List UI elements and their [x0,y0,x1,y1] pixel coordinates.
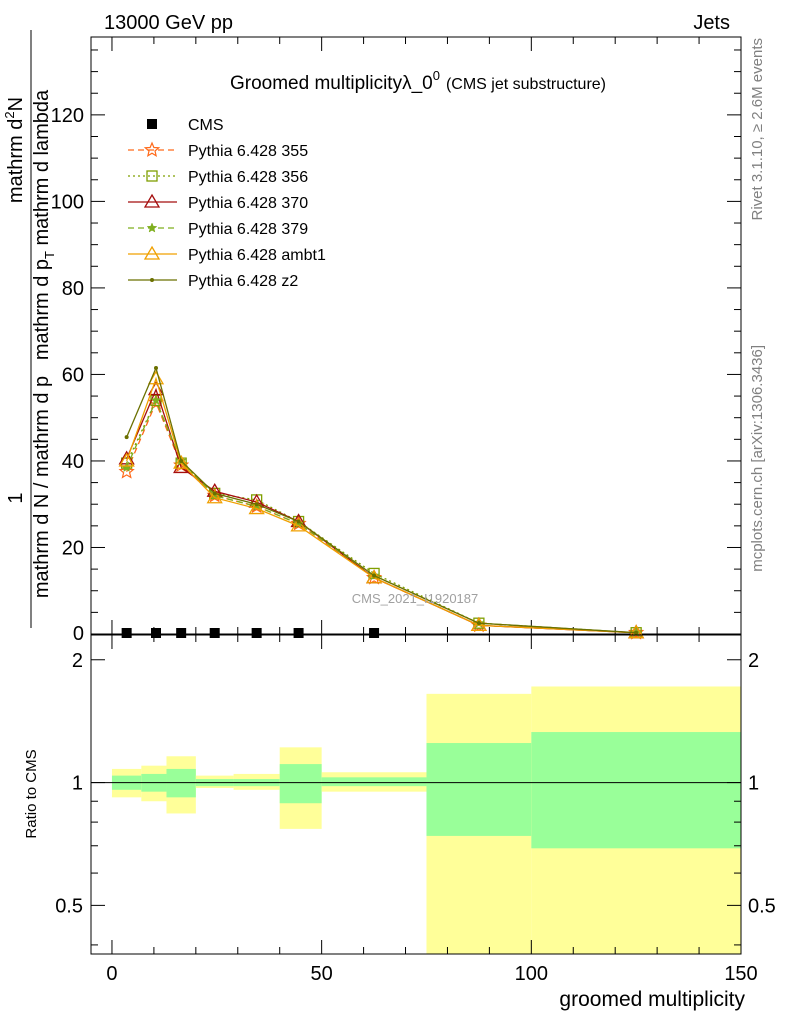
series-point-6-6 [372,573,377,578]
ratio-inner-band-2 [166,768,196,798]
legend-label-3: Pythia 6.428 370 [188,195,308,212]
series-point-6-1 [154,365,158,370]
series-point-0-5 [293,628,304,638]
main-frame [90,36,742,635]
ratio-inner-band-7 [426,743,532,836]
ratio-ytick-label-right: 2 [748,650,759,672]
ratio-inner-band-5 [279,764,322,804]
ratio-ytick-label-right: 0.5 [748,895,776,917]
series-point-5-0 [118,452,135,467]
rivet-label: Rivet 3.1.10, ≥ 2.6M events [749,38,766,221]
legend-marker-6 [150,278,154,282]
ratio-ytick-label-left: 2 [72,650,83,672]
legend-label-5: Pythia 6.428 ambt1 [188,247,326,264]
ratio-axes: 0.5 0.5 1 1 2 2 0 50 100 150 [55,634,776,985]
legend-marker-1 [143,141,161,157]
xlabel: groomed multiplicity [559,988,745,1011]
series-point-5-8 [628,624,645,639]
series-point-6-8 [634,630,639,635]
series-point-6-5 [296,519,301,524]
ylabel-num-t: T [42,251,57,259]
legend-label-2: Pythia 6.428 356 [188,169,308,186]
series-point-0-6 [369,628,380,638]
main-ytick-label-20: 20 [62,537,84,559]
ratio-panel: 0.5 0.5 1 1 2 2 0 50 100 150 Ratio to CMS groomed… [23,634,776,1011]
series-point-4-1 [150,394,162,405]
legend-marker-0 [147,119,157,129]
ylabel-num-d: mathrm d [5,119,27,203]
series-point-5-7 [470,617,488,631]
main-ytick-label-0: 0 [73,623,84,645]
legend-label-4: Pythia 6.428 379 [188,221,308,238]
series-point-6-0 [124,435,129,440]
series-point-0-1 [151,628,161,638]
series-point-5-5 [290,517,307,532]
series-point-6-2 [179,458,184,463]
series-point-6-7 [476,621,481,626]
main-axes: 20 40 60 80 100 120 0 [51,36,742,645]
ratio-ytick-label-right: 1 [748,773,759,795]
mcplots-label: mcplots.cern.ch [arXiv:1306.3436] [749,345,766,572]
series-point-0-0 [121,628,132,638]
ratio-xtick-label-0: 0 [106,963,117,985]
series-point-6-3 [212,491,217,496]
series-point-5-2 [173,454,190,469]
header-left: 13000 GeV pp [104,12,233,34]
legend-marker-2 [146,170,158,182]
ylabel-num-dl: mathrm d lambda [31,89,53,251]
legend-marker-5 [143,245,161,260]
legend-marker-3 [143,193,161,208]
ylabel-denominator-text: mathrm d N / mathrm d p [31,376,53,598]
series-point-0-2 [176,628,187,638]
ratio-ytick-label-left: 0.5 [55,895,83,917]
ratio-inner-band-8 [531,732,741,849]
main-ytick-label-40: 40 [62,451,84,473]
series-0 [121,628,380,638]
legend-marker-4 [146,222,158,233]
ylabel-numerator: mathrm d2N [2,97,27,203]
legend: CMS Pythia 6.428 355 Pythia 6.428 356 Pythi… [128,117,326,290]
series-point-0-4 [251,628,262,638]
series-5 [118,370,645,639]
main-title-suffix: (CMS jet substructure) [446,76,606,93]
ratio-xtick-label-150: 150 [724,963,757,985]
main-ylabel: 1 mathrm d N / mathrm d p mathrm d2N mat… [2,30,57,628]
series-point-1-0 [118,463,135,479]
ratio-xtick-label-100: 100 [515,963,548,985]
legend-label-1: Pythia 6.428 355 [188,143,308,160]
ylabel-numerator-den: mathrm d pT mathrm d lambda [31,89,57,360]
ylabel-one: 1 [5,492,27,503]
ratio-ylabel: Ratio to CMS [23,749,40,838]
watermark: CMS_2021_I1920187 [352,591,479,606]
ylabel-num-sup: 2 [2,111,17,118]
main-title-sup: 0 [433,68,440,83]
main-title-text: Groomed multiplicityλ_0 [230,73,433,94]
ylabel-num-dp: mathrm d p [31,259,53,360]
series-point-5-3 [206,489,223,504]
main-ytick-label-100: 100 [51,191,84,213]
legend-label-6: Pythia 6.428 z2 [188,273,298,290]
ylabel-denominator: mathrm d N / mathrm d p [31,376,53,598]
main-ytick-label-60: 60 [62,364,84,386]
series-point-5-4 [248,500,265,515]
main-ytick-label-120: 120 [51,105,84,127]
series-point-6-4 [254,502,259,507]
legend-label-0: CMS [188,117,224,134]
ratio-bands [111,686,741,954]
ratio-ytick-label-left: 1 [72,773,83,795]
ratio-frame [90,634,742,955]
main-series-group [118,365,645,640]
main-title: Groomed multiplicityλ_00 (CMS jet substru… [230,68,606,94]
series-6 [124,365,639,635]
series-line-5 [126,376,637,634]
ylabel-num-n: N [5,97,27,111]
ratio-xtick-label-50: 50 [311,963,333,985]
main-ytick-label-80: 80 [62,278,84,300]
header-right: Jets [693,12,730,34]
series-point-0-3 [209,628,220,638]
ratio-inner-band-6 [321,777,427,787]
